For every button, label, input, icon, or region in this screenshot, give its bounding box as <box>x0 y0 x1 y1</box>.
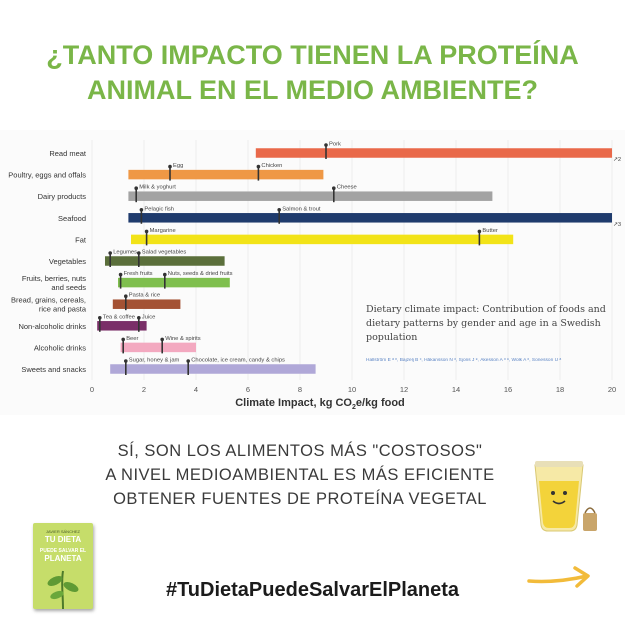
book-cover: JAVIER SÁNCHEZ TU DIETA PUEDE SALVAR EL … <box>33 523 93 609</box>
category-label: Fruits, berries, nuts and seeds <box>22 274 86 292</box>
marker-label: Salad vegetables <box>142 250 187 256</box>
x-tick-label: 0 <box>90 385 94 394</box>
study-authors: Hallström E ᵃ ᵇ, Bajzelj B ᶜ, Håkansson … <box>366 358 562 363</box>
x-tick-label: 14 <box>452 385 460 394</box>
headline: ¿TANTO IMPACTO TIENEN LA PROTEÍNA ANIMAL… <box>0 38 625 108</box>
marker-label: Sugar, honey & jam <box>129 358 180 364</box>
marker-dot <box>137 316 141 320</box>
x-tick-label: 4 <box>194 385 198 394</box>
marker-label: Nuts, seeds & dried fruits <box>168 271 233 277</box>
marker-dot <box>160 337 164 342</box>
x-tick-label: 8 <box>298 385 302 394</box>
chart-area: 0 2 4 6 8 10 12 14 16 18 20 Read meat ↗2 Pork Poultry,… <box>0 130 625 415</box>
marker-dot <box>277 208 282 212</box>
x-axis-title-main: Climate Impact, kg CO <box>235 397 352 409</box>
headline-line-1: ¿TANTO IMPACTO TIENEN LA PROTEÍNA <box>46 40 579 70</box>
category-label: Seafood <box>58 214 86 223</box>
marker-dot <box>98 316 102 320</box>
headline-line-2: ANIMAL EN EL MEDIO AMBIENTE? <box>86 75 538 105</box>
book-author: JAVIER SÁNCHEZ <box>46 529 80 534</box>
book-title-line-1: TU DIETA <box>44 535 82 544</box>
category-label: Fat <box>75 235 87 244</box>
range-bar <box>118 277 230 288</box>
marker-dot <box>168 164 172 169</box>
marker-dot <box>256 164 261 169</box>
range-bar <box>97 321 147 331</box>
marker-label: Fresh fruits <box>124 271 153 277</box>
arrow-right-icon <box>527 566 590 588</box>
marker-label: Chocolate, ice cream, candy & chips <box>191 358 285 364</box>
climate-impact-chart: 0 2 4 6 8 10 12 14 16 18 20 Read meat ↗2 Pork Poultry,… <box>8 140 621 394</box>
x-axis-title-subscript: 2 <box>351 404 356 412</box>
overflow-marker: ↗2 <box>613 157 621 163</box>
x-tick-label: 2 <box>142 385 146 394</box>
range-bar <box>110 364 316 374</box>
marker-label: Juice <box>142 314 156 320</box>
marker-dot <box>124 359 128 363</box>
range-bar <box>128 191 493 201</box>
range-bar <box>120 342 196 353</box>
marker-label: Pasta & rice <box>129 293 160 299</box>
category-label: Vegetables <box>49 257 86 266</box>
category-label: Bread, grains, cereals, rice and pasta <box>11 296 87 314</box>
category-label: Poultry, eggs and offals <box>8 171 86 180</box>
x-axis-title: Climate Impact, kg CO2e/kg food <box>210 397 430 411</box>
marker-dot <box>144 229 149 234</box>
marker-label: Pelagic fish <box>144 206 174 212</box>
marker-dot <box>163 272 167 277</box>
category-label: Read meat <box>49 149 87 158</box>
marker-label: Pork <box>329 142 341 148</box>
plant-illustration <box>47 570 79 609</box>
range-bar <box>255 148 613 158</box>
marker-label: Tea & coffee <box>103 314 135 320</box>
marker-dot <box>121 337 125 342</box>
marker-label: Margarine <box>150 228 176 234</box>
range-bar <box>128 169 324 180</box>
marker-dot <box>139 208 144 212</box>
category-label: Dairy products <box>38 192 87 201</box>
x-tick-label: 18 <box>556 385 564 394</box>
study-title: Dietary climate impact: Contribution of … <box>366 304 606 343</box>
juice-glass-icon <box>534 461 597 532</box>
x-tick-label: 10 <box>348 385 356 394</box>
subtext-line-1: SÍ, SON LOS ALIMENTOS MÁS "COSTOSOS" <box>117 442 483 460</box>
marker-dot <box>477 229 482 234</box>
subtext-line-2: A NIVEL MEDIOAMBIENTAL ES MÁS EFICIENTE <box>105 466 495 484</box>
marker-dot <box>186 359 190 363</box>
marker-label: Legumes <box>113 250 137 256</box>
range-bar <box>112 299 181 309</box>
marker-dot <box>118 272 123 277</box>
book-title-line-2: PUEDE SALVAR EL <box>39 548 87 554</box>
marker-dot <box>124 294 128 298</box>
range-bar <box>105 256 225 266</box>
overflow-marker: ↗3 <box>613 222 621 228</box>
marker-dot <box>137 251 141 255</box>
category-label: Non-alcoholic drinks <box>18 322 86 331</box>
marker-label: Wine & spirits <box>165 336 201 342</box>
hashtag: #TuDietaPuedeSalvarElPlaneta <box>165 579 460 601</box>
marker-dot <box>108 251 112 255</box>
subtext-line-3: OBTENER FUENTES DE PROTEÍNA VEGETAL <box>113 490 487 508</box>
category-label: Sweets and snacks <box>21 365 86 374</box>
marker-label: Salmon & trout <box>282 206 321 212</box>
marker-label: Egg <box>173 163 183 169</box>
range-bar <box>128 213 612 223</box>
marker-label: Milk & yoghurt <box>139 185 176 191</box>
marker-label: Beer <box>126 336 138 342</box>
range-bar <box>131 234 514 245</box>
marker-label: Chicken <box>261 163 282 169</box>
marker-dot <box>324 143 328 147</box>
x-tick-label: 20 <box>608 385 616 394</box>
book-title-line-3: PLANETA <box>44 554 82 563</box>
marker-dot <box>134 186 138 190</box>
category-label: Alcoholic drinks <box>34 343 86 352</box>
x-tick-label: 6 <box>246 385 250 394</box>
marker-label: Cheese <box>337 185 357 191</box>
x-tick-label: 12 <box>400 385 408 394</box>
x-tick-label: 16 <box>504 385 512 394</box>
marker-label: Butter <box>482 228 498 234</box>
x-axis-title-unit: e/kg food <box>355 397 405 409</box>
subtext: SÍ, SON LOS ALIMENTOS MÁS "COSTOSOS" A N… <box>85 439 515 511</box>
marker-dot <box>332 186 336 190</box>
